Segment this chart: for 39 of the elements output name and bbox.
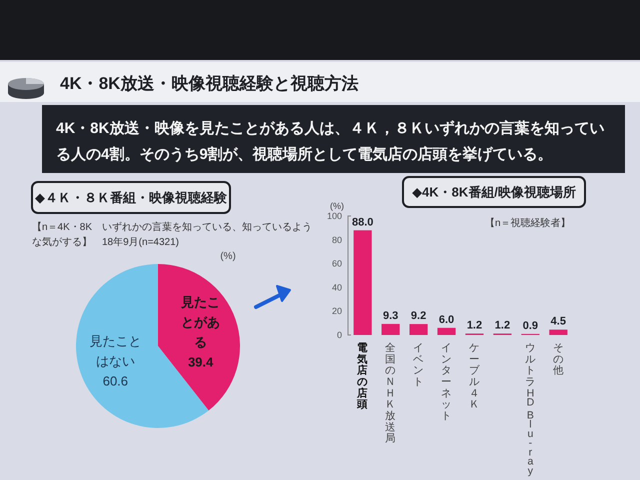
data-label: 39.4 (188, 354, 214, 370)
y-axis-title: (%) (330, 201, 344, 211)
bar (354, 230, 372, 335)
bar (437, 328, 456, 335)
text: (%) (220, 251, 236, 262)
category-label: 全国のＮＨＫ放送局 (385, 342, 396, 445)
x-tick-label: インターネット (441, 342, 452, 422)
data-label: 9.2 (410, 310, 426, 322)
category-label: ウルトラHD Blu-ray (524, 342, 536, 477)
bar (409, 324, 428, 335)
y-tick-label: 40 (332, 282, 342, 292)
data-label: 88.0 (352, 216, 374, 228)
data-label: 4.5 (550, 316, 566, 328)
data-label: 1.2 (466, 320, 482, 332)
y-tick-label: 20 (332, 306, 342, 316)
x-tick-label: その他 (552, 342, 564, 377)
data-label: 9.3 (382, 310, 398, 322)
text: 4K・8K放送・映像を見たことがある人は、４Ｋ，８Ｋいずれかの言葉を知っている人の4割。そのうち9割が、視聴場所として電気店の店頭を挙げている。 (56, 119, 604, 163)
slice-label: 見たことはない (89, 334, 142, 369)
pie-slice (158, 264, 240, 410)
x-tick-label: ケーブル４Ｋ (468, 342, 481, 411)
slice-label: 見たことがある (180, 294, 220, 350)
chart-subtitle: 【n＝4K・8K いずれかの言葉を知っている、知っているような気がする】 18年9月(n=4321) (32, 221, 312, 248)
data-label: 0.9 (522, 320, 538, 332)
bar (382, 324, 400, 335)
x-tick-label: イベント (413, 342, 424, 388)
bar (549, 330, 568, 335)
data-label: 1.2 (494, 320, 510, 332)
data-label: 60.6 (102, 374, 128, 389)
y-tick-label: 0 (336, 330, 342, 340)
data-label: 6.0 (438, 314, 454, 326)
annotation: 【n＝視聴経験者】 (485, 217, 571, 229)
chart-title: ◆4K・8K番組/映像視聴場所 (412, 184, 576, 200)
y-tick-label: 100 (326, 211, 342, 221)
y-tick-label: 80 (332, 234, 342, 245)
x-tick-label: 電気店の店頭 (356, 342, 368, 411)
chart-title: ◆４Ｋ・８Ｋ番組・映像視聴経験 (35, 190, 228, 206)
text: 4K・8K放送・映像視聴経験と視聴方法 (60, 74, 358, 93)
y-tick-label: 60 (332, 258, 342, 269)
